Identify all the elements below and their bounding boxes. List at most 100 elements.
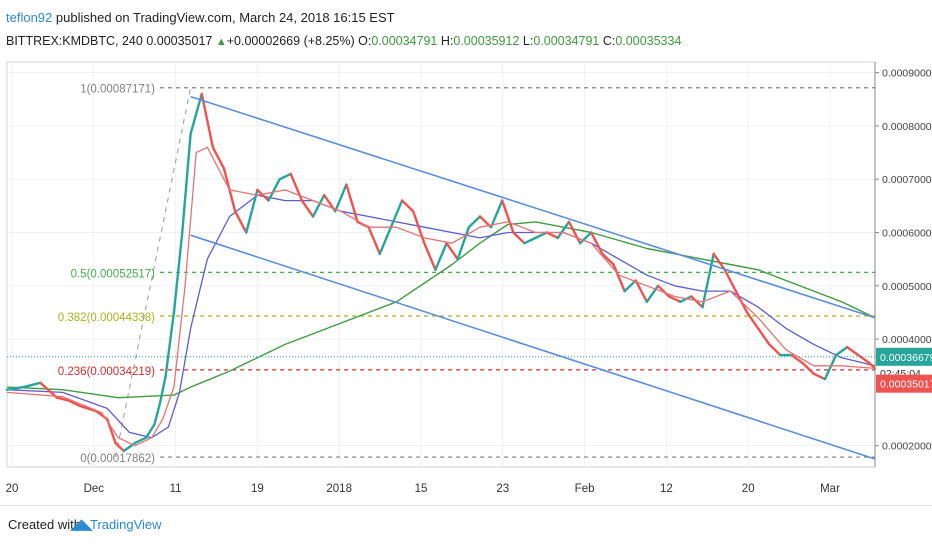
price-segment <box>153 401 162 426</box>
price-segment <box>801 361 815 375</box>
x-tick-label: 2018 <box>326 483 352 495</box>
price-segment <box>55 396 70 402</box>
price-segment <box>834 345 849 357</box>
current-price-badge <box>876 347 932 366</box>
high-label: H: <box>440 34 454 48</box>
price-segment <box>768 343 782 357</box>
channel-lines[interactable] <box>190 95 876 460</box>
price-chart[interactable]: 1(0.00087171) 0.5(0.00052517) 0.382(0.0004… <box>0 0 932 505</box>
price-segment <box>467 215 482 229</box>
price-segment <box>868 361 877 370</box>
price-segment <box>545 231 560 240</box>
price-segment <box>144 423 156 439</box>
created-with-text: Created with <box>8 517 81 532</box>
ma-slow-line <box>6 221 876 399</box>
price-segment <box>189 92 203 136</box>
price-segment <box>534 231 548 240</box>
price-segment <box>456 225 471 261</box>
price-segment <box>445 241 459 261</box>
tradingview-logo-icon[interactable]: ◢◣ <box>70 516 94 533</box>
price-segment <box>78 404 98 413</box>
price-segment <box>656 284 671 298</box>
price-segment <box>712 252 726 272</box>
price-change: +0.00002669 (+8.25%) <box>226 34 355 48</box>
fib-anchor-line <box>115 87 192 458</box>
symbol-info: BITTREX:KMDBTC, 240 0.00035017 ▲+0.00002… <box>6 34 681 48</box>
price-segment <box>578 231 593 245</box>
y-tick-label: 0.00050000 <box>882 281 932 293</box>
price-segment <box>701 252 715 309</box>
price-segment <box>567 220 582 245</box>
price-segment <box>311 194 326 218</box>
price-segment <box>601 252 615 266</box>
x-tick-label: 20 <box>6 483 19 495</box>
price-segment <box>39 381 59 399</box>
price-segment <box>556 220 571 240</box>
price-segment <box>523 236 537 245</box>
plot-area[interactable] <box>6 61 876 468</box>
y-tick-label: 0.00020000 <box>882 441 932 453</box>
up-arrow-icon: ▲ <box>215 36 227 48</box>
channel-line <box>190 234 876 460</box>
price-segment <box>756 327 771 346</box>
price-segment <box>345 183 359 224</box>
time-axis[interactable]: 20 Dec 11 19 2018 15 23 Feb 12 20 Mar <box>6 483 840 495</box>
price-segment <box>845 345 860 357</box>
x-tick-label: Feb <box>575 483 595 495</box>
price-segment <box>114 441 126 453</box>
price-segment <box>823 353 838 381</box>
price-segment <box>172 231 184 314</box>
current-price-label: 0.00036679 <box>880 352 932 364</box>
price-segment <box>434 241 448 272</box>
price-segment <box>278 172 292 181</box>
price-segment <box>512 231 526 245</box>
price-segment <box>367 225 381 256</box>
price-segment <box>300 199 315 218</box>
price-axis[interactable]: 0.00020000 0.00040000 0.00050000 0.00060000… <box>874 62 932 467</box>
price-segment <box>378 225 393 256</box>
price-segment <box>590 231 604 256</box>
y-tick-label: 0.00080000 <box>882 121 932 133</box>
price-segment <box>723 268 738 293</box>
fib-level-label: 1(0.00087171) <box>80 84 155 96</box>
channel-line <box>190 95 876 319</box>
y-tick-label: 0.00070000 <box>882 174 932 186</box>
fib-level-label: 0.5(0.00052517) <box>71 268 156 280</box>
low-label: L: <box>522 34 534 48</box>
price-segment <box>164 311 176 378</box>
publish-info: teflon92 published on TradingView.com, M… <box>6 10 395 25</box>
y-tick-label: 0.00060000 <box>882 228 932 240</box>
x-tick-label: 11 <box>170 483 182 495</box>
y-tick-label: 0.00090000 <box>882 68 932 80</box>
high-value: 0.00035912 <box>453 34 520 48</box>
price-segment <box>133 436 148 445</box>
author-link[interactable]: teflon92 <box>6 10 53 25</box>
x-tick-label: 19 <box>251 483 264 495</box>
publish-text: published on TradingView.com, March 24, … <box>55 10 395 25</box>
price-segment <box>690 295 704 309</box>
price-segment <box>857 353 871 365</box>
fib-level-label: 0(0.00017862) <box>80 453 155 465</box>
ma-fast-line <box>6 146 876 447</box>
fib-level-label: 0.382(0.00044338) <box>58 312 155 324</box>
price-segment <box>489 199 504 229</box>
x-tick-label: 12 <box>660 483 673 495</box>
price-segment <box>812 372 827 381</box>
price-segment <box>267 178 281 202</box>
price-segment <box>423 241 437 272</box>
price-segment <box>200 92 215 149</box>
price-segment <box>233 210 248 234</box>
price-segment <box>22 381 42 389</box>
open-value: 0.00034791 <box>371 34 438 48</box>
ma-mid-line <box>6 194 876 439</box>
price-segment <box>256 188 270 202</box>
y-tick-label: 0.00040000 <box>882 334 932 346</box>
x-tick-label: Mar <box>820 483 840 495</box>
tradingview-brand[interactable]: TradingView <box>90 517 162 532</box>
symbol-name[interactable]: BITTREX:KMDBTC, 240 <box>6 34 143 48</box>
low-value: 0.00034791 <box>533 34 600 48</box>
price-segment <box>623 279 637 293</box>
price-segment <box>612 263 626 293</box>
price-segment <box>645 284 660 304</box>
